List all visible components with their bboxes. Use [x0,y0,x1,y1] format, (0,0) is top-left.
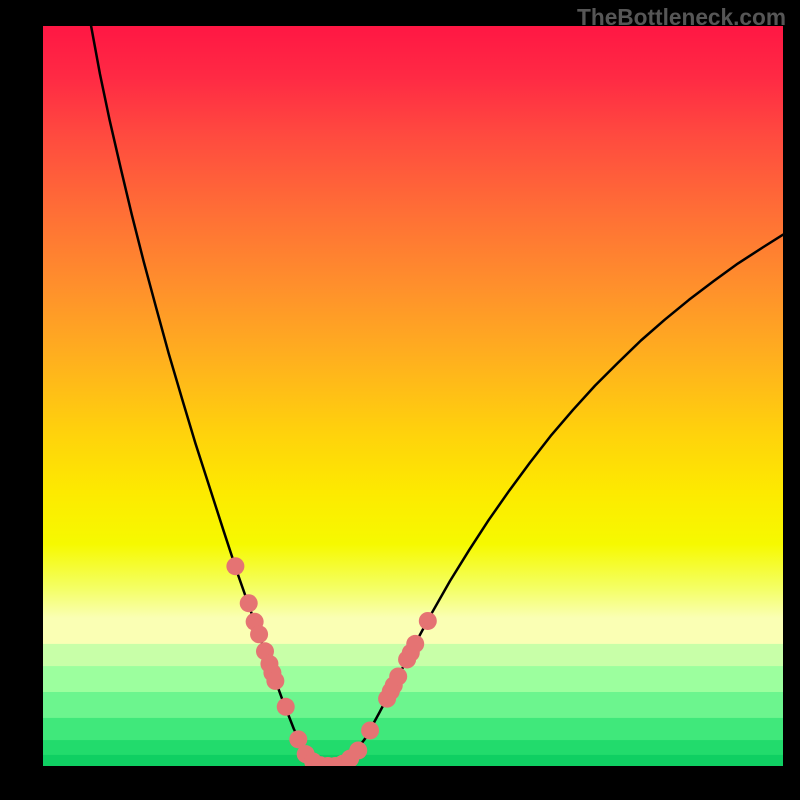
chart-marker [406,635,424,653]
chart-marker [266,672,284,690]
chart-marker [419,612,437,630]
watermark-text: TheBottleneck.com [577,4,786,31]
chart-marker [240,594,258,612]
chart-marker [349,741,367,759]
chart-svg [43,26,783,766]
chart-marker [389,667,407,685]
chart-marker [226,557,244,575]
chart-marker [277,698,295,716]
chart-marker [361,721,379,739]
chart-marker [250,625,268,643]
chart-plot-area [43,26,783,766]
